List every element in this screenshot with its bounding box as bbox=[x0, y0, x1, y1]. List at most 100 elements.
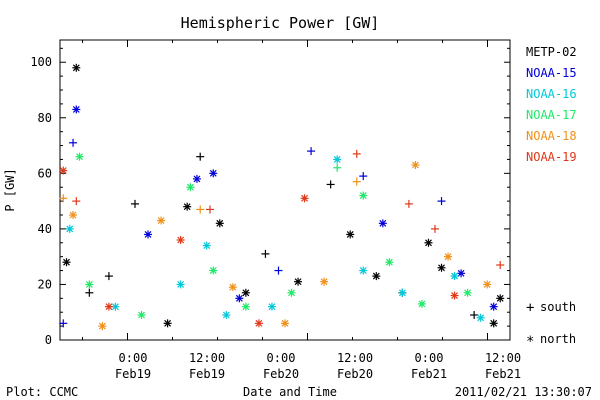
y-tick-label: 80 bbox=[38, 111, 52, 125]
data-point bbox=[320, 277, 329, 286]
legend-item: METP-02 bbox=[526, 45, 577, 59]
data-point bbox=[254, 319, 263, 328]
legend-item: NOAA-15 bbox=[526, 66, 577, 80]
data-point bbox=[444, 252, 453, 261]
marker-legend: + south * north bbox=[526, 300, 576, 350]
x-tick-time-label: 0:00 bbox=[415, 351, 444, 365]
data-point bbox=[346, 230, 355, 239]
x-tick-date-label: Feb19 bbox=[189, 367, 225, 381]
legend-item: NOAA-18 bbox=[526, 129, 577, 143]
data-point bbox=[85, 288, 94, 297]
data-point bbox=[496, 294, 505, 303]
data-point bbox=[333, 163, 342, 172]
data-point bbox=[59, 194, 68, 203]
data-point bbox=[300, 194, 309, 203]
data-point bbox=[404, 199, 413, 208]
axes: 0 20 40 60 80 100 0:00 Feb19 12:00 Feb19 0:00 Feb20… bbox=[30, 40, 521, 381]
data-point bbox=[267, 302, 276, 311]
y-tick-label: 0 bbox=[45, 333, 52, 347]
data-point bbox=[352, 177, 361, 186]
data-point bbox=[72, 197, 81, 206]
data-point bbox=[186, 183, 195, 192]
data-point bbox=[333, 155, 342, 164]
data-point bbox=[196, 205, 205, 214]
legend-item: NOAA-16 bbox=[526, 87, 577, 101]
x-tick-date-label: Feb19 bbox=[115, 367, 151, 381]
data-point bbox=[437, 197, 446, 206]
x-tick-time-label: 0:00 bbox=[119, 351, 148, 365]
data-point bbox=[307, 147, 316, 156]
south-marker-symbol: + bbox=[526, 300, 534, 316]
data-point bbox=[192, 174, 201, 183]
data-point bbox=[209, 266, 218, 275]
data-point bbox=[59, 166, 68, 175]
data-point bbox=[72, 63, 81, 72]
data-point bbox=[131, 199, 139, 208]
south-marker-label: south bbox=[540, 300, 576, 314]
x-tick-date-label: Feb21 bbox=[485, 367, 521, 381]
data-point bbox=[85, 280, 94, 289]
data-point bbox=[450, 291, 459, 300]
y-tick-label: 20 bbox=[38, 277, 52, 291]
data-point bbox=[137, 311, 146, 319]
data-point bbox=[431, 224, 439, 233]
data-point bbox=[69, 138, 78, 147]
data-point bbox=[489, 319, 498, 328]
data-point bbox=[176, 236, 185, 244]
data-point bbox=[215, 219, 224, 228]
data-point bbox=[352, 149, 361, 158]
data-point bbox=[470, 311, 479, 319]
legend-item: NOAA-19 bbox=[526, 150, 577, 164]
data-point bbox=[241, 302, 250, 311]
data-point bbox=[294, 277, 303, 286]
data-point bbox=[69, 211, 78, 219]
data-point bbox=[281, 319, 289, 328]
x-tick-time-label: 12:00 bbox=[485, 351, 521, 365]
data-point bbox=[196, 152, 205, 161]
data-point bbox=[104, 272, 113, 281]
data-point bbox=[457, 269, 466, 278]
data-point bbox=[59, 319, 68, 328]
x-tick-time-label: 0:00 bbox=[267, 351, 296, 365]
data-point bbox=[489, 302, 498, 311]
data-point bbox=[62, 258, 71, 267]
north-marker-symbol: * bbox=[526, 334, 534, 350]
x-tick-time-label: 12:00 bbox=[189, 351, 225, 365]
data-point bbox=[326, 180, 335, 189]
data-point bbox=[378, 219, 387, 228]
data-point bbox=[496, 261, 505, 269]
x-tick-date-label: Feb20 bbox=[263, 367, 299, 381]
data-point bbox=[476, 313, 485, 322]
x-axis-label: Date and Time bbox=[243, 385, 337, 399]
data-point bbox=[372, 272, 381, 281]
data-point bbox=[72, 105, 81, 114]
data-point bbox=[450, 272, 459, 281]
data-point bbox=[398, 288, 407, 297]
data-point bbox=[65, 224, 74, 233]
data-point bbox=[261, 249, 270, 258]
plot-frame bbox=[59, 39, 511, 341]
y-tick-label: 40 bbox=[38, 222, 52, 236]
data-point bbox=[157, 216, 166, 225]
data-points bbox=[59, 63, 505, 331]
data-point bbox=[144, 230, 153, 239]
y-axis-label: P [GW] bbox=[3, 168, 17, 211]
data-point bbox=[241, 288, 250, 297]
north-marker-label: north bbox=[540, 332, 576, 346]
data-point bbox=[209, 169, 218, 178]
data-point bbox=[183, 202, 192, 211]
legend: METP-02 NOAA-15 NOAA-16 NOAA-17 NOAA-18 NOAA-… bbox=[526, 45, 577, 164]
data-point bbox=[483, 280, 492, 289]
data-point bbox=[228, 283, 237, 292]
footer-credit: Plot: CCMC bbox=[6, 385, 78, 399]
data-point bbox=[385, 258, 394, 267]
data-point bbox=[163, 319, 172, 328]
data-point bbox=[104, 302, 113, 311]
y-tick-label: 60 bbox=[38, 166, 52, 180]
footer-timestamp: 2011/02/21 13:30:07 bbox=[455, 385, 592, 399]
data-point bbox=[176, 280, 185, 289]
data-point bbox=[98, 322, 107, 331]
data-point bbox=[424, 238, 433, 247]
data-point bbox=[463, 288, 472, 297]
